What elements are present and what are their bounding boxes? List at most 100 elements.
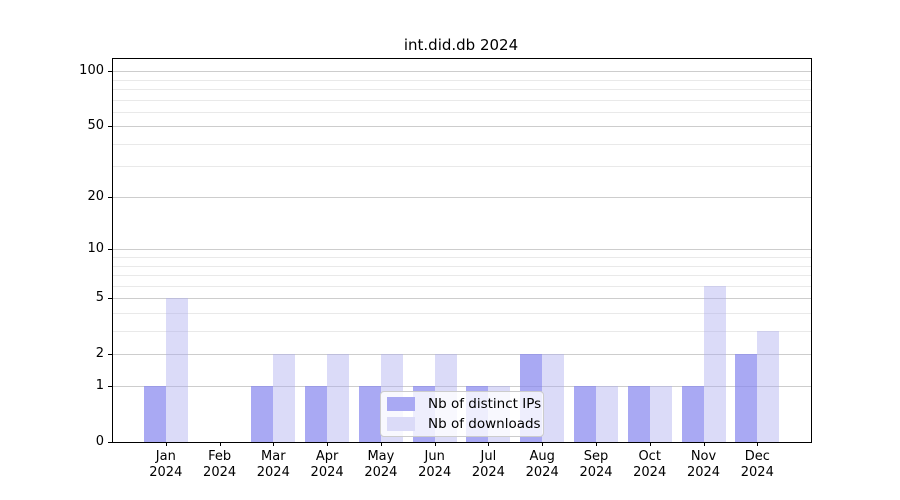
x-tick-label-jun: Jun 2024 <box>405 449 465 481</box>
gridline-minor <box>113 99 811 101</box>
y-tick-mark <box>108 71 112 73</box>
gridline-minor <box>113 285 811 287</box>
x-tick-label-month: Sep <box>583 449 609 464</box>
x-tick-mark <box>757 442 759 446</box>
legend: Nb of distinct IPs Nb of downloads <box>380 391 544 437</box>
gridline-minor <box>113 257 811 258</box>
x-tick-label-month: Jul <box>480 449 497 464</box>
bar-oct-downloads <box>649 386 672 442</box>
x-tick-mark <box>327 442 329 446</box>
gridline-minor <box>113 265 811 267</box>
x-tick-label-month: Feb <box>208 449 232 464</box>
y-tick-mark <box>108 197 112 199</box>
bar-nov-downloads <box>703 285 726 442</box>
x-tick-mark <box>596 442 597 446</box>
x-tick-label-year: 2024 <box>471 465 505 480</box>
x-tick-label-month: Jun <box>424 449 445 464</box>
x-tick-label-year: 2024 <box>310 465 344 480</box>
x-tick-label-year: 2024 <box>364 465 398 480</box>
bar-mar-distinct-ips <box>251 386 274 442</box>
x-tick-label-apr: Apr 2024 <box>297 449 357 481</box>
y-tick-mark <box>108 353 112 355</box>
gridline-major <box>113 353 811 355</box>
bar-dec-downloads <box>757 330 780 442</box>
gridline-major <box>113 249 811 251</box>
gridline-major <box>113 386 811 388</box>
x-tick-label-oct: Oct 2024 <box>620 449 680 481</box>
x-tick-mark <box>703 442 705 446</box>
x-tick-label-year: 2024 <box>740 465 774 480</box>
gridline-minor <box>113 143 811 145</box>
gridline-minor <box>113 274 811 276</box>
legend-swatch-distinct-ips-icon <box>387 397 415 411</box>
x-tick-label-sep: Sep 2024 <box>566 449 626 481</box>
gridline-minor <box>113 111 811 113</box>
bar-nov-distinct-ips <box>681 386 704 442</box>
gridline-minor <box>113 88 811 90</box>
bar-dec-distinct-ips <box>735 353 758 442</box>
x-tick-label-month: Oct <box>638 449 661 464</box>
gridline-minor <box>113 330 811 332</box>
plot-area: Nb of distinct IPs Nb of downloads <box>112 58 812 443</box>
x-tick-label-mar: Mar 2024 <box>243 449 303 481</box>
x-tick-label-year: 2024 <box>579 465 613 480</box>
x-tick-mark <box>219 442 221 446</box>
legend-swatch-downloads-icon <box>387 417 415 431</box>
x-tick-label-jan: Jan 2024 <box>136 449 196 481</box>
y-tick-label: 20 <box>87 189 104 205</box>
gridline-minor <box>113 312 811 314</box>
x-tick-label-feb: Feb 2024 <box>190 449 250 481</box>
x-tick-label-year: 2024 <box>203 465 237 480</box>
y-tick-label: 5 <box>95 290 104 305</box>
x-tick-label-month: Jan <box>155 449 176 464</box>
x-tick-mark <box>273 442 275 446</box>
y-tick-label: 1 <box>95 378 104 394</box>
legend-entry-downloads: Nb of downloads <box>387 416 541 432</box>
x-tick-label-year: 2024 <box>525 465 559 480</box>
y-tick-label: 2 <box>95 345 104 361</box>
legend-entry-distinct-ips: Nb of distinct IPs <box>387 396 541 412</box>
gridline-major <box>113 71 811 73</box>
gridline-minor <box>113 166 811 168</box>
y-tick-label: 0 <box>95 434 104 449</box>
chart-title: int.did.db 2024 <box>403 36 519 54</box>
x-tick-mark <box>649 442 651 446</box>
bar-sep-downloads <box>596 386 618 442</box>
x-tick-label-aug: Aug 2024 <box>512 449 572 481</box>
x-tick-mark <box>380 442 382 446</box>
y-tick-label: 10 <box>87 241 104 257</box>
x-tick-label-dec: Dec 2024 <box>727 449 787 481</box>
bar-apr-downloads <box>327 353 350 442</box>
y-tick-label: 100 <box>79 63 104 79</box>
bar-jan-downloads <box>165 298 188 442</box>
y-tick-mark <box>108 249 112 251</box>
x-tick-label-month: Nov <box>690 449 717 464</box>
gridline-minor <box>113 79 811 81</box>
x-tick-label-year: 2024 <box>149 465 183 480</box>
gridline-major <box>113 197 811 199</box>
x-tick-label-nov: Nov 2024 <box>674 449 734 481</box>
x-tick-label-month: Apr <box>315 449 339 464</box>
gridline-major <box>113 298 811 299</box>
x-tick-label-jul: Jul 2024 <box>458 449 518 481</box>
x-tick-label-year: 2024 <box>686 465 721 480</box>
legend-label-downloads: Nb of downloads <box>428 415 541 432</box>
x-tick-mark <box>434 442 436 446</box>
legend-label-distinct-ips: Nb of distinct IPs <box>428 395 542 412</box>
y-tick-mark <box>108 442 112 443</box>
bar-oct-distinct-ips <box>627 386 650 442</box>
x-tick-label-year: 2024 <box>633 465 667 480</box>
bar-apr-distinct-ips <box>305 386 328 442</box>
x-tick-mark <box>165 442 167 446</box>
x-tick-label-month: May <box>367 449 395 464</box>
bar-may-distinct-ips <box>358 386 381 442</box>
y-tick-mark <box>108 386 112 388</box>
x-tick-label-month: Mar <box>261 449 286 464</box>
x-tick-label-may: May 2024 <box>351 449 411 481</box>
y-tick-mark <box>108 126 112 128</box>
bar-mar-downloads <box>273 353 296 442</box>
x-tick-mark <box>488 442 490 446</box>
bar-jan-distinct-ips <box>143 386 166 442</box>
x-tick-label-month: Aug <box>529 449 555 464</box>
